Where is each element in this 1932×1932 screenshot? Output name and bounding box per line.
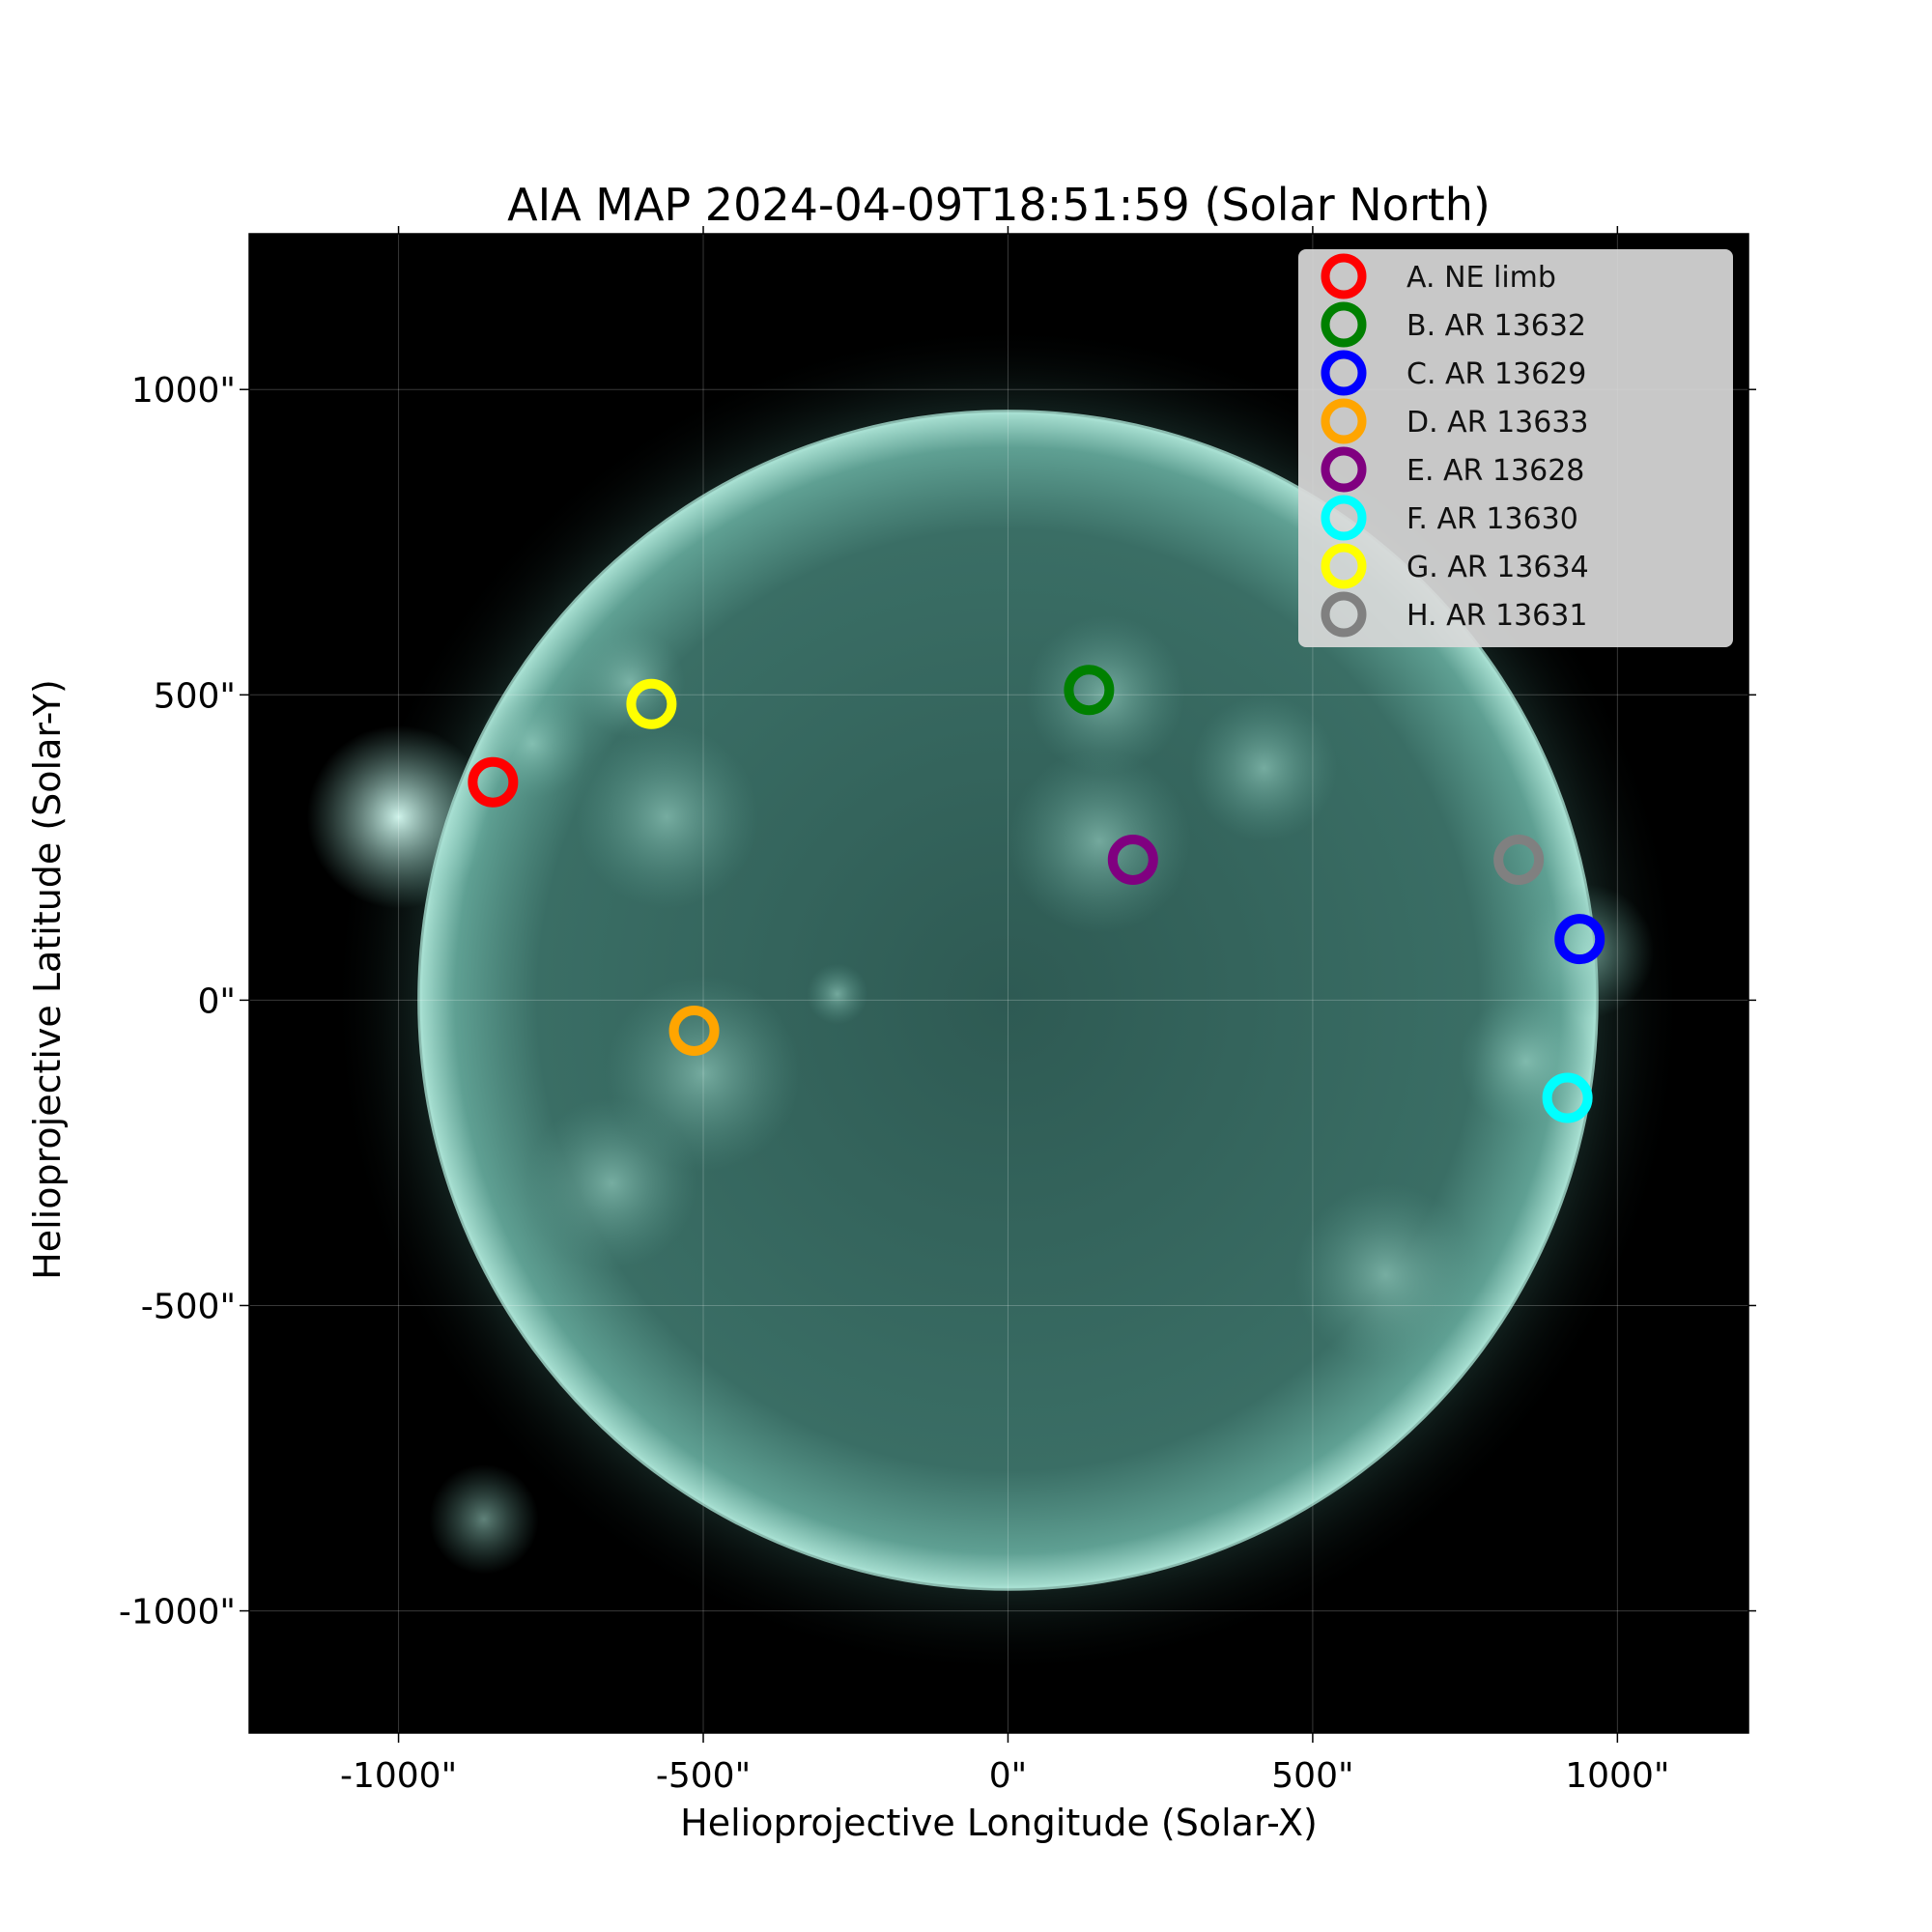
legend-label: D. AR 13633 xyxy=(1406,406,1589,440)
legend-marker xyxy=(1321,253,1367,299)
y-tick-label: -1000" xyxy=(119,1593,236,1633)
bright-region xyxy=(477,688,588,799)
legend-marker xyxy=(1321,591,1367,638)
region-markers xyxy=(468,665,1605,1123)
region-marker xyxy=(626,678,677,729)
legend-label: H. AR 13631 xyxy=(1406,599,1587,633)
bright-region xyxy=(526,1097,697,1269)
legend-label: E. AR 13628 xyxy=(1406,454,1584,488)
legend-label: G. AR 13634 xyxy=(1406,551,1589,584)
y-axis-label: Helioprojective Latitude (Solar-Y) xyxy=(26,679,69,1280)
legend: A. NE limb B. AR 13632 C. AR 13629 D. AR 13… xyxy=(1298,249,1733,647)
region-marker xyxy=(1554,914,1605,965)
region-marker xyxy=(1107,834,1158,885)
y-tick-label: 1000" xyxy=(131,371,236,411)
legend-marker xyxy=(1321,495,1367,541)
x-tick-label: 0" xyxy=(989,1756,1027,1796)
bright-region xyxy=(1293,1183,1478,1367)
bright-region xyxy=(1520,884,1655,1019)
region-marker xyxy=(1542,1072,1593,1123)
x-tick-label: -1000" xyxy=(340,1756,457,1796)
chart-title: AIA MAP 2024-04-09T18:51:59 (Solar North… xyxy=(507,179,1491,231)
legend-marker xyxy=(1321,398,1367,444)
bright-region xyxy=(306,724,491,909)
legend-marker xyxy=(1321,446,1367,493)
plot-frame xyxy=(248,233,1749,1734)
x-tick-label: 1000" xyxy=(1565,1756,1669,1796)
bright-regions xyxy=(306,615,1655,1575)
bright-region xyxy=(807,963,868,1025)
y-tick-label: 500" xyxy=(154,676,236,716)
legend-marker xyxy=(1321,301,1367,348)
x-axis-label: Helioprojective Longitude (Solar-X) xyxy=(680,1802,1318,1844)
bright-region xyxy=(429,1463,539,1575)
x-tick-label: 500" xyxy=(1271,1756,1353,1796)
region-marker xyxy=(1493,834,1545,885)
bright-region xyxy=(1190,695,1338,842)
legend-marker xyxy=(1321,543,1367,589)
y-tick-label: -500" xyxy=(141,1287,236,1326)
bright-region xyxy=(575,724,758,909)
bright-region xyxy=(575,627,686,738)
y-tick-label: 0" xyxy=(198,981,236,1021)
legend-marker xyxy=(1321,350,1367,396)
region-marker xyxy=(468,756,519,808)
legend-label: F. AR 13630 xyxy=(1406,502,1578,536)
legend-label: A. NE limb xyxy=(1406,261,1556,295)
legend-box xyxy=(1298,249,1733,647)
legend-label: B. AR 13632 xyxy=(1406,309,1586,343)
bright-region xyxy=(1008,750,1191,933)
bright-region xyxy=(1459,994,1594,1129)
region-marker xyxy=(1064,665,1115,716)
legend-label: C. AR 13629 xyxy=(1406,357,1586,391)
region-marker xyxy=(668,1005,720,1056)
x-tick-label: -500" xyxy=(656,1756,751,1796)
axis-ticks: -1000" -500" 0" 500" 1000" -1000" -500" 0" 500" 1… xyxy=(119,226,1756,1796)
